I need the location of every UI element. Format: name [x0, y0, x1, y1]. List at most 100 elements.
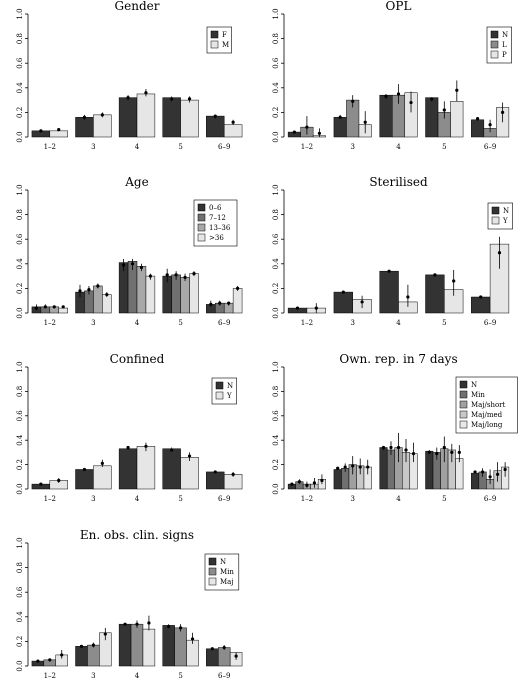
estimate-point [48, 658, 52, 662]
y-tick-label: 0.8 [16, 209, 24, 220]
y-tick-label: 0.0 [272, 483, 280, 494]
estimate-point [187, 97, 192, 101]
legend-swatch [490, 30, 499, 39]
y-tick-label: 0.2 [272, 459, 280, 470]
bar [450, 101, 464, 138]
y-tick-label: 0.4 [16, 434, 24, 446]
estimate-point [165, 273, 169, 277]
estimate-point [60, 653, 64, 657]
bar [425, 274, 445, 314]
estimate-point [312, 481, 317, 485]
y-tick-label: 0.4 [16, 82, 24, 94]
bar [386, 449, 395, 490]
legend-label: N [471, 381, 477, 389]
y-tick-label: 0.6 [16, 233, 24, 245]
y-tick-label: 0.2 [16, 107, 24, 118]
estimate-point [497, 251, 502, 255]
y-tick-label: 0.4 [16, 611, 24, 623]
legend-label: Min [471, 391, 485, 399]
bar [206, 115, 225, 138]
bar [206, 648, 219, 667]
category-label: 4 [396, 319, 401, 327]
estimate-point [39, 482, 43, 486]
legend-swatch [197, 203, 206, 212]
legend: NY [487, 202, 513, 230]
legend-swatch [459, 410, 468, 419]
estimate-point [144, 444, 148, 448]
estimate-point [82, 115, 87, 119]
legend-label: Maj [220, 578, 234, 586]
bar [58, 307, 68, 314]
category-label: 4 [135, 495, 140, 503]
bar [75, 469, 94, 490]
estimate-point [227, 301, 231, 305]
estimate-point [167, 625, 171, 629]
panel-title: Sterilised [369, 175, 428, 189]
estimate-point [174, 273, 178, 277]
estimate-point [363, 120, 367, 124]
category-label: 6–9 [484, 143, 496, 151]
bar [93, 465, 112, 490]
estimate-point [126, 445, 130, 450]
estimate-point [192, 272, 196, 276]
category-label: 6–9 [218, 495, 230, 503]
panel-title: Confined [110, 352, 165, 366]
estimate-point [290, 482, 294, 486]
estimate-point [213, 114, 217, 118]
bar [379, 94, 393, 138]
estimate-point [427, 450, 431, 454]
y-tick-label: 0.6 [272, 410, 280, 422]
bar [471, 296, 491, 314]
y-tick-label: 0.0 [16, 483, 24, 494]
panel-opl: OPL 0.0 0.2 0.4 0.6 0.8 1.0 1–2 3 4 5 6–9 NLP [272, 0, 512, 151]
y-tick-label: 0.4 [272, 434, 280, 446]
y-tick-label: 0.6 [272, 57, 280, 69]
bar [455, 458, 464, 490]
category-label: 6–9 [484, 495, 496, 503]
estimate-point [409, 100, 413, 105]
y-tick-label: 1.0 [272, 8, 280, 19]
estimate-point [126, 96, 130, 100]
estimate-point [406, 295, 410, 299]
bar [471, 472, 480, 490]
legend-swatch [459, 390, 468, 399]
estimate-point [351, 99, 355, 103]
bar [130, 623, 144, 667]
bar [142, 628, 156, 667]
panel-age: Age 0.0 0.2 0.4 0.6 0.8 1.0 1–2 3 4 5 6–9 0–6 7–12 13… [16, 175, 243, 327]
estimate-point [430, 97, 434, 101]
estimate-point [488, 475, 492, 479]
estimate-point [381, 445, 386, 450]
estimate-point [79, 644, 84, 648]
estimate-point [360, 300, 364, 304]
estimate-point [170, 97, 174, 101]
estimate-point [231, 472, 235, 476]
estimate-point [34, 306, 38, 310]
legend-label: F [222, 31, 227, 39]
legend-label: P [502, 51, 507, 59]
y-tick-label: 0.2 [16, 283, 24, 294]
y-tick-label: 0.2 [272, 107, 280, 118]
estimate-point [130, 262, 135, 266]
category-label: 3 [91, 672, 95, 680]
estimate-point [442, 108, 446, 112]
legend-label: 7–12 [209, 214, 226, 222]
estimate-point [442, 445, 446, 450]
bar [333, 117, 347, 138]
bar [232, 288, 243, 314]
estimate-point [82, 467, 87, 472]
panel-confined: Confined 0.0 0.2 0.4 0.6 0.8 1.0 1–2 3 4 5 6–9 NY [16, 352, 243, 503]
category-label: 6–9 [484, 319, 496, 327]
bar [180, 457, 199, 490]
legend-swatch [491, 206, 500, 215]
bar [102, 294, 112, 314]
estimate-point [52, 305, 56, 309]
bar [379, 270, 399, 314]
bar [162, 625, 175, 667]
estimate-point [457, 450, 461, 454]
legend: NY [211, 377, 237, 405]
panel-sterilised: Sterilised 0.0 0.2 0.4 0.6 0.8 1.0 1–2 3 4 5 6–9 NY [272, 175, 513, 327]
estimate-point [433, 273, 437, 277]
bar [333, 469, 342, 490]
